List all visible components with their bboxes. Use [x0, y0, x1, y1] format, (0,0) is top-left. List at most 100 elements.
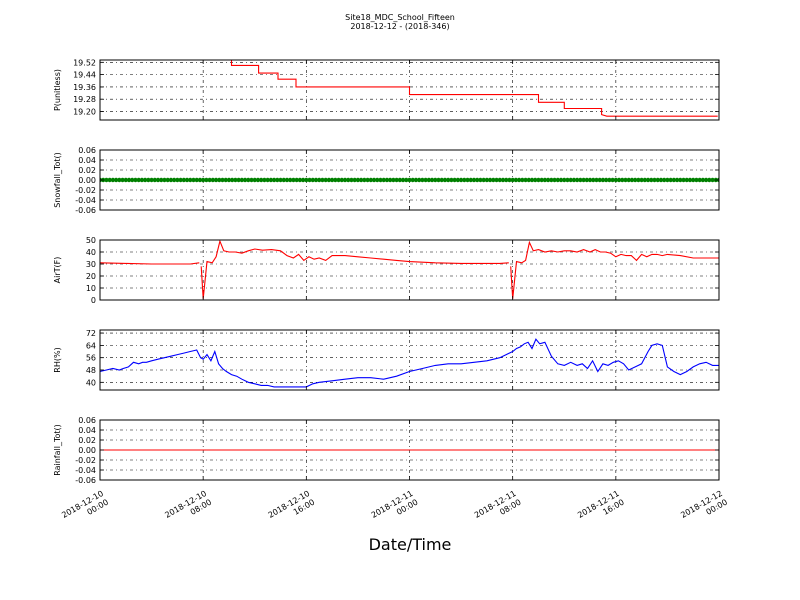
snowfall-point	[458, 177, 464, 183]
y-tick-label: 56	[86, 354, 96, 363]
series-1	[100, 177, 719, 183]
snowfall-point	[239, 177, 245, 183]
y-tick-label: 40	[86, 378, 96, 387]
snowfall-point	[423, 177, 428, 183]
snowfall-point	[533, 177, 538, 183]
snowfall-point	[694, 177, 699, 183]
snowfall-point	[632, 177, 638, 183]
snowfall-point	[404, 177, 409, 183]
y-tick-label: 19.28	[73, 95, 96, 104]
snowfall-point	[159, 177, 164, 183]
snowfall-point	[616, 177, 622, 183]
snowfall-point	[578, 177, 583, 183]
y-tick-label: 0.06	[78, 416, 96, 425]
snowfall-point	[462, 177, 467, 183]
snowfall-point	[526, 177, 531, 183]
snowfall-point	[481, 177, 486, 183]
snowfall-point	[484, 177, 490, 183]
snowfall-point	[549, 177, 554, 183]
snowfall-point	[288, 177, 293, 183]
snowfall-point	[674, 177, 680, 183]
snowfall-point	[691, 177, 696, 183]
y-tick-label: 0.00	[78, 176, 96, 185]
snowfall-point	[707, 177, 712, 183]
snowfall-point	[342, 177, 348, 183]
snowfall-point	[416, 177, 422, 183]
y-tick-label: -0.04	[75, 466, 96, 475]
y-tick-label: -0.02	[75, 456, 96, 465]
y-tick-label: 0.04	[78, 426, 96, 435]
snowfall-point	[117, 177, 122, 183]
snowfall-point	[226, 177, 232, 183]
snowfall-point	[504, 177, 509, 183]
snowfall-point	[294, 177, 299, 183]
y-axis-label: Rainfall_Tot()	[53, 424, 62, 476]
snowfall-point	[368, 177, 374, 183]
snowfall-point	[697, 177, 702, 183]
snowfall-point	[500, 177, 506, 183]
snowfall-point	[352, 177, 357, 183]
snowfall-point	[413, 177, 419, 183]
snowfall-point	[262, 177, 267, 183]
snowfall-point	[252, 177, 257, 183]
snowfall-point	[200, 177, 206, 183]
snowfall-point	[275, 177, 280, 183]
snowfall-point	[581, 177, 586, 183]
series-line-2	[100, 240, 719, 299]
snowfall-point	[681, 177, 686, 183]
y-tick-label: 64	[86, 341, 96, 350]
y-tick-label: 19.44	[73, 71, 96, 80]
snowfall-point	[661, 177, 667, 183]
snowfall-point	[162, 177, 167, 183]
snowfall-point	[329, 177, 335, 183]
snowfall-point	[110, 177, 116, 183]
snowfall-point	[510, 177, 515, 183]
snowfall-point	[107, 177, 112, 183]
snowfall-point	[265, 177, 270, 183]
snowfall-point	[155, 177, 161, 183]
snowfall-point	[210, 177, 216, 183]
snowfall-point	[584, 177, 590, 183]
snowfall-point	[104, 177, 109, 183]
panel-3: 72 64 56 48 40 RH(%)	[53, 329, 720, 391]
y-tick-label: 0.02	[78, 436, 96, 445]
snowfall-point	[539, 177, 544, 183]
snowfall-point	[684, 177, 689, 183]
snowfall-point	[394, 177, 399, 183]
y-axis-label: AirT(F)	[53, 257, 62, 284]
snowfall-point	[310, 177, 315, 183]
snowfall-point	[255, 177, 261, 183]
snowfall-point	[426, 177, 432, 183]
snowfall-point	[626, 177, 631, 183]
snowfall-point	[407, 177, 412, 183]
snowfall-point	[249, 177, 254, 183]
snowfall-point	[323, 177, 328, 183]
snowfall-point	[139, 177, 145, 183]
y-tick-label: 0.00	[78, 446, 96, 455]
y-tick-label: -0.02	[75, 186, 96, 195]
snowfall-point	[700, 177, 706, 183]
snowfall-point	[371, 177, 377, 183]
panel-1: 0.060.040.020.00-0.02-0.04-0.06 Snowfall_…	[53, 146, 720, 215]
snowfall-point	[304, 177, 309, 183]
snowfall-point	[568, 177, 573, 183]
snowfall-point	[320, 177, 325, 183]
series-3	[100, 338, 719, 388]
snowfall-point	[220, 177, 225, 183]
snowfall-point	[636, 177, 641, 183]
snowfall-point	[291, 177, 296, 183]
snowfall-point	[710, 177, 715, 183]
y-axis-label: P(unitless)	[53, 69, 62, 111]
snowfall-point	[336, 177, 341, 183]
snowfall-point	[387, 177, 393, 183]
snowfall-point	[142, 177, 148, 183]
snowfall-point	[471, 177, 477, 183]
snowfall-point	[445, 177, 451, 183]
snowfall-point	[520, 177, 525, 183]
snowfall-point	[146, 177, 151, 183]
snowfall-point	[552, 177, 557, 183]
